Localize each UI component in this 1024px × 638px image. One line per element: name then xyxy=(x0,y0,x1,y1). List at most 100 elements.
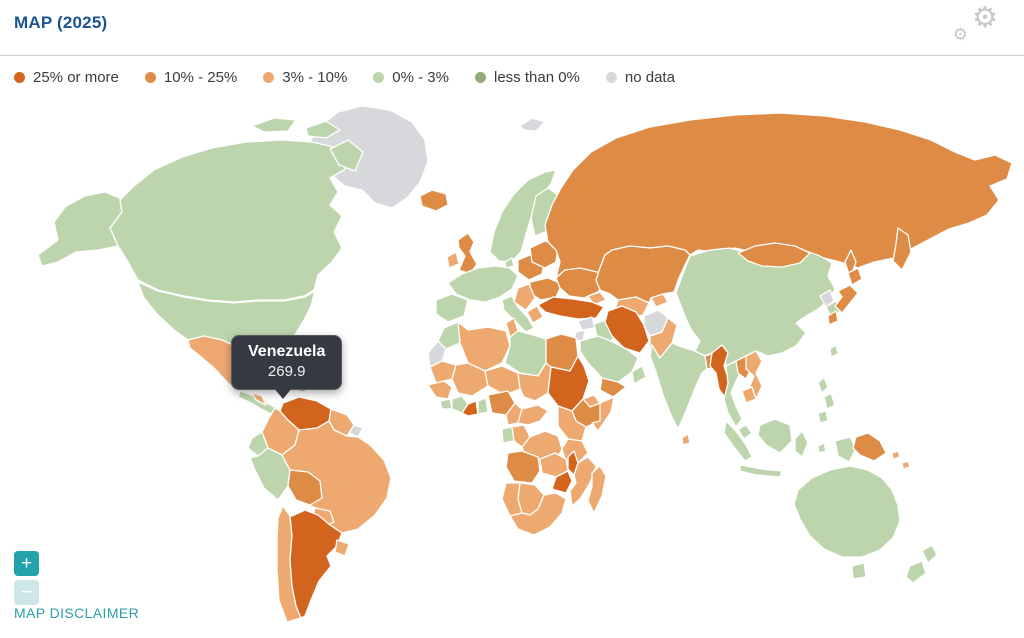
region-philippines-3[interactable] xyxy=(817,410,829,424)
region-kyrgyzstan-tajikistan[interactable] xyxy=(650,293,669,308)
page-title: MAP (2025) xyxy=(14,13,108,32)
map-tooltip: Venezuela 269.9 xyxy=(231,335,343,399)
region-libya[interactable] xyxy=(504,330,547,377)
legend-item-label: 3% - 10% xyxy=(282,69,348,86)
legend-item-catlt0: less than 0% xyxy=(475,69,580,86)
region-philippines-2[interactable] xyxy=(823,392,836,410)
region-india[interactable] xyxy=(649,342,713,430)
region-australia[interactable] xyxy=(793,465,901,558)
region-denmark[interactable] xyxy=(504,257,515,269)
region-togo-benin[interactable] xyxy=(477,397,489,415)
region-algeria[interactable] xyxy=(457,321,511,372)
region-greece[interactable] xyxy=(526,305,544,324)
region-china[interactable] xyxy=(675,247,836,367)
region-borneo[interactable] xyxy=(757,418,793,454)
region-bolivia[interactable] xyxy=(287,469,323,506)
region-baltics-belarus[interactable] xyxy=(529,240,559,269)
region-sri-lanka[interactable] xyxy=(681,433,691,446)
region-western-europe[interactable] xyxy=(447,265,519,303)
region-angola[interactable] xyxy=(505,450,541,484)
zoom-in-button[interactable]: + xyxy=(14,551,39,576)
region-iberia[interactable] xyxy=(435,293,469,323)
legend-swatch-nodata xyxy=(605,72,617,83)
legend-swatch-cat03 xyxy=(373,72,385,83)
region-canada[interactable] xyxy=(109,139,353,303)
legend-item-label: 10% - 25% xyxy=(163,69,238,86)
region-yemen[interactable] xyxy=(599,377,627,398)
region-vietnam[interactable] xyxy=(745,350,763,400)
zoom-out-button[interactable]: − xyxy=(14,580,39,605)
legend-item-cat310: 3% - 10% xyxy=(263,69,347,86)
region-taiwan[interactable] xyxy=(829,344,839,358)
region-balkans[interactable] xyxy=(513,283,536,311)
region-malaysia[interactable] xyxy=(737,424,753,440)
region-senegal-guinea[interactable] xyxy=(427,380,453,400)
legend-item-cat03: 0% - 3% xyxy=(373,69,449,86)
settings-gear-icon[interactable]: ⚙ xyxy=(972,2,998,34)
region-japan-hokkaido[interactable] xyxy=(847,267,863,286)
region-zimbabwe[interactable] xyxy=(551,470,573,494)
region-south-africa[interactable] xyxy=(509,492,567,536)
region-turkey[interactable] xyxy=(537,296,605,320)
region-uruguay[interactable] xyxy=(334,539,350,557)
region-moluccas[interactable] xyxy=(817,442,827,454)
region-kenya-uganda[interactable] xyxy=(557,405,587,442)
region-solomon-2[interactable] xyxy=(901,460,911,470)
legend-swatch-catlt0 xyxy=(475,72,486,83)
region-honduras-nicaragua[interactable] xyxy=(251,392,267,406)
legend-swatch-cat25plus xyxy=(14,72,25,83)
region-central-african-republic[interactable] xyxy=(517,404,549,426)
region-sumatra[interactable] xyxy=(723,420,753,462)
region-somalia[interactable] xyxy=(591,396,615,432)
region-north-korea[interactable] xyxy=(819,289,835,308)
region-baffin-island[interactable] xyxy=(329,139,364,172)
legend-item-cat1025: 10% - 25% xyxy=(144,69,238,86)
legend-item-cat25plus: 25% or more xyxy=(14,69,119,86)
legend: 25% or more 10% - 25% 3% - 10% 0% - 3% less … xyxy=(14,69,675,86)
legend-item-label: no data xyxy=(624,69,675,86)
region-kamchatka[interactable] xyxy=(892,227,912,271)
region-solomon-1[interactable] xyxy=(891,450,901,460)
tooltip-arrow xyxy=(274,388,292,408)
region-alaska[interactable] xyxy=(37,191,123,267)
region-uk[interactable] xyxy=(457,232,478,275)
region-new-zealand-north[interactable] xyxy=(921,544,938,564)
region-cambodia[interactable] xyxy=(741,386,757,404)
region-mozambique[interactable] xyxy=(569,456,597,507)
settings-gear-small-icon[interactable]: ⚙ xyxy=(952,25,968,44)
region-papua-new-guinea[interactable] xyxy=(852,432,887,462)
region-arctic-island-1[interactable] xyxy=(251,117,297,133)
region-ecuador[interactable] xyxy=(247,431,269,457)
region-argentina[interactable] xyxy=(289,509,343,619)
world-map[interactable] xyxy=(0,95,1024,638)
region-sulawesi[interactable] xyxy=(794,430,809,458)
region-svalbard[interactable] xyxy=(519,117,546,132)
region-mongolia[interactable] xyxy=(737,242,811,268)
region-tasmania[interactable] xyxy=(851,562,867,580)
region-madagascar[interactable] xyxy=(587,465,607,514)
region-japan-honshu[interactable] xyxy=(834,284,859,314)
region-ireland[interactable] xyxy=(446,251,460,269)
region-ghana[interactable] xyxy=(461,400,479,417)
region-iceland[interactable] xyxy=(419,189,449,212)
region-west-papua[interactable] xyxy=(834,436,857,463)
region-japan-kyushu[interactable] xyxy=(827,310,839,326)
region-niger[interactable] xyxy=(484,365,521,396)
region-peru[interactable] xyxy=(249,447,291,501)
region-philippines-1[interactable] xyxy=(817,376,829,394)
region-java[interactable] xyxy=(739,464,783,478)
region-arctic-island-2[interactable] xyxy=(305,120,341,139)
region-congo[interactable] xyxy=(511,424,531,448)
region-sierra-leone-liberia[interactable] xyxy=(439,398,453,410)
region-new-zealand-south[interactable] xyxy=(905,560,927,584)
legend-item-label: 25% or more xyxy=(33,69,119,86)
legend-item-label: 0% - 3% xyxy=(392,69,449,86)
legend-item-nodata: no data xyxy=(605,69,675,86)
tooltip-value: 269.9 xyxy=(267,363,306,380)
map-disclaimer-link[interactable]: MAP DISCLAIMER xyxy=(14,605,140,621)
legend-item-label: less than 0% xyxy=(494,69,580,86)
region-iran[interactable] xyxy=(604,305,650,354)
region-oman[interactable] xyxy=(631,365,647,385)
legend-swatch-cat1025 xyxy=(144,72,156,83)
